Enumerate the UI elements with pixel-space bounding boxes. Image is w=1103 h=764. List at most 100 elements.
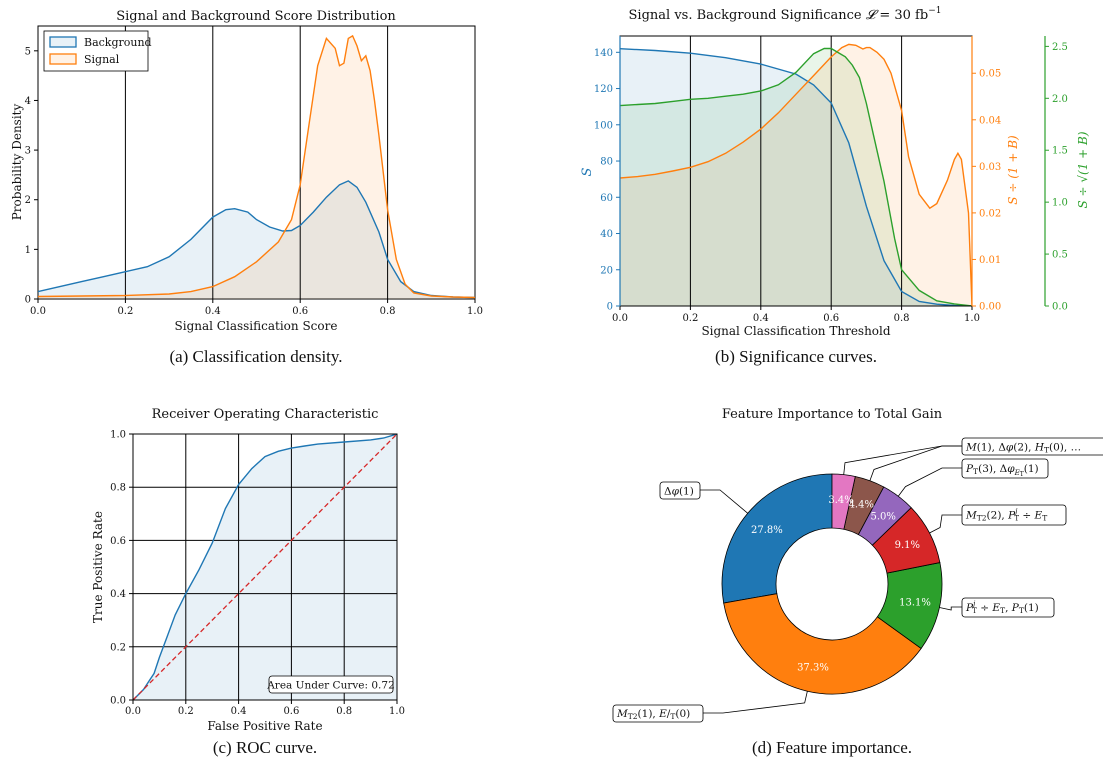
ssqrtb-tick-label: 2.0 [1052,94,1068,105]
svg-text:PjT ÷ ET, PT(1): Pj T ÷ ET, PT(1) [965,600,1039,615]
pie-label-pt3: PT(3), ΔφET(1) [961,458,1049,479]
panel-a-title: Signal and Background Score Distribution [116,9,396,24]
sb-tick-label: 0.04 [979,115,1001,126]
x-tick-label: 0.4 [231,706,247,717]
panel-c-frame [132,433,398,701]
y-tick-label: 0.4 [110,589,126,600]
ssqrtb-tick-label: 1.0 [1052,198,1068,209]
pie-slice-percent: 13.1% [899,598,931,609]
panel-d: Feature Importance to Total Gain 27.8% 37… [612,407,1103,757]
panel-a-frame [37,25,476,300]
x-tick-label: 1.0 [964,313,980,324]
y-tick-label: 3 [25,146,31,157]
pie-label-dphi1: Δφ(1) [659,481,701,500]
x-tick-label: 0.2 [682,313,698,324]
pie-leader-line [843,445,962,475]
significance-line [620,47,972,306]
x-tick-label: 0.8 [380,306,396,317]
panel-c-title: Receiver Operating Characteristic [152,407,379,422]
pie-label-mt2-2: MT2(2), Pj T ÷ ET [961,504,1067,526]
y-tick-label: 5 [25,46,31,57]
y-tick-label: 1.0 [110,430,126,441]
x-tick-label: 1.0 [389,706,405,717]
pie-slice [723,593,922,695]
auc-text: Area Under Curve: 0.72 [266,680,395,692]
density-line-background [38,180,475,299]
x-tick-label: 0.0 [125,706,141,717]
panel-b-xlabel: Signal Classification Threshold [701,324,890,338]
panel-c-ylabel: True Positive Rate [91,511,105,623]
s-tick-label: 100 [594,120,613,131]
x-tick-label: 0.6 [283,706,299,717]
x-tick-label: 0.6 [292,306,308,317]
x-tick-label: 0.2 [178,706,194,717]
caption-c: (c) ROC curve. [213,738,317,757]
pie-slice-percent: 4.4% [849,500,874,511]
panel-c: 0.0 0.2 0.4 0.6 0.8 1.0 0.0 0.2 0.4 0.6 0.8 1.0 Re… [91,407,405,757]
x-tick-label: 0.8 [894,313,910,324]
pie-leader-line [897,467,962,497]
legend-signal-swatch [49,53,77,65]
s-tick-label: 60 [600,193,613,204]
panel-a-xlabel: Signal Classification Score [175,319,338,333]
significance-line [620,43,972,306]
pie-slice-percent: 5.0% [871,512,896,523]
s-tick-label: 0 [607,302,613,313]
pie-leader-line [939,606,962,611]
pie-slice [831,473,856,530]
x-tick-label: 0.0 [612,313,628,324]
x-tick-label: 0.8 [336,706,352,717]
x-tick-label: 0.4 [205,306,221,317]
sb-tick-label: 0.03 [979,162,1001,173]
svg-text:MT2(1), E/T(0): MT2(1), E/T(0) [616,708,690,721]
sb-tick-label: 0.05 [979,69,1001,80]
caption-d: (d) Feature importance. [752,738,912,757]
significance-fill [620,44,972,306]
y-tick-label: 0.8 [110,483,126,494]
pie-slice-percent: 3.4% [828,495,853,506]
pie-leader-line [703,691,808,714]
sb-tick-label: 0.00 [979,302,1001,313]
ssqrtb-tick-label: 0.5 [1052,250,1068,261]
svg-text:M(1), Δφ(2), HT(0), …: M(1), Δφ(2), HT(0), … [965,442,1081,455]
legend-background-swatch [49,36,77,48]
sb-tick-label: 0.02 [979,208,1001,219]
density-fill-signal [38,35,475,299]
sb-tick-label: 0.01 [979,255,1001,266]
svg-text:PT(3), ΔφET(1): PT(3), ΔφET(1) [965,463,1039,478]
s-tick-label: 20 [600,265,613,276]
y-tick-label: 4 [25,96,31,107]
pie-label-m1: M(1), Δφ(2), HT(0), … [961,437,1103,456]
caption-b: (b) Significance curves. [715,347,877,366]
x-tick-label: 0.4 [753,313,769,324]
panel-a-ylabel: Probability Density [10,104,24,221]
density-line-signal [38,34,475,299]
svg-text:Δφ(1): Δφ(1) [664,486,694,498]
panel-a: 0.0 0.2 0.4 0.6 0.8 1.0 0 1 2 3 4 5 Signal and Bac… [10,9,483,366]
y-tick-label: 0.6 [110,536,126,547]
y-tick-label: 2 [25,195,31,206]
x-tick-label: 1.0 [467,306,483,317]
significance-line [620,48,972,306]
axis-sb-label: S ÷ (1 + B) [1006,135,1020,205]
s-tick-label: 80 [600,157,613,168]
y-tick-label: 0.2 [110,642,126,653]
pie-slice [721,473,833,604]
x-tick-label: 0.6 [823,313,839,324]
s-tick-label: 40 [600,229,613,240]
auc-annotation: Area Under Curve: 0.72 [266,675,395,694]
panel-c-xlabel: False Positive Rate [207,719,322,733]
ssqrtb-tick-label: 0.0 [1052,302,1068,313]
random-classifier-line [133,434,397,700]
panel-b-title-text: Signal vs. Background Significance [629,8,862,23]
axis-s-label: S [580,167,595,176]
roc-curve [133,434,397,700]
significance-fill [620,48,972,306]
panel-b-title-unit: fb [915,8,928,23]
legend-signal-label: Signal [84,53,120,66]
ssqrtb-tick-label: 2.5 [1052,42,1068,53]
s-tick-label: 120 [594,84,613,95]
pie-leader-line [929,514,962,534]
y-tick-label: 1 [25,245,31,256]
panel-b: 0.0 0.2 0.4 0.6 0.8 1.0 0 20 40 60 80 100 120 140 0.… [580,6,1090,366]
